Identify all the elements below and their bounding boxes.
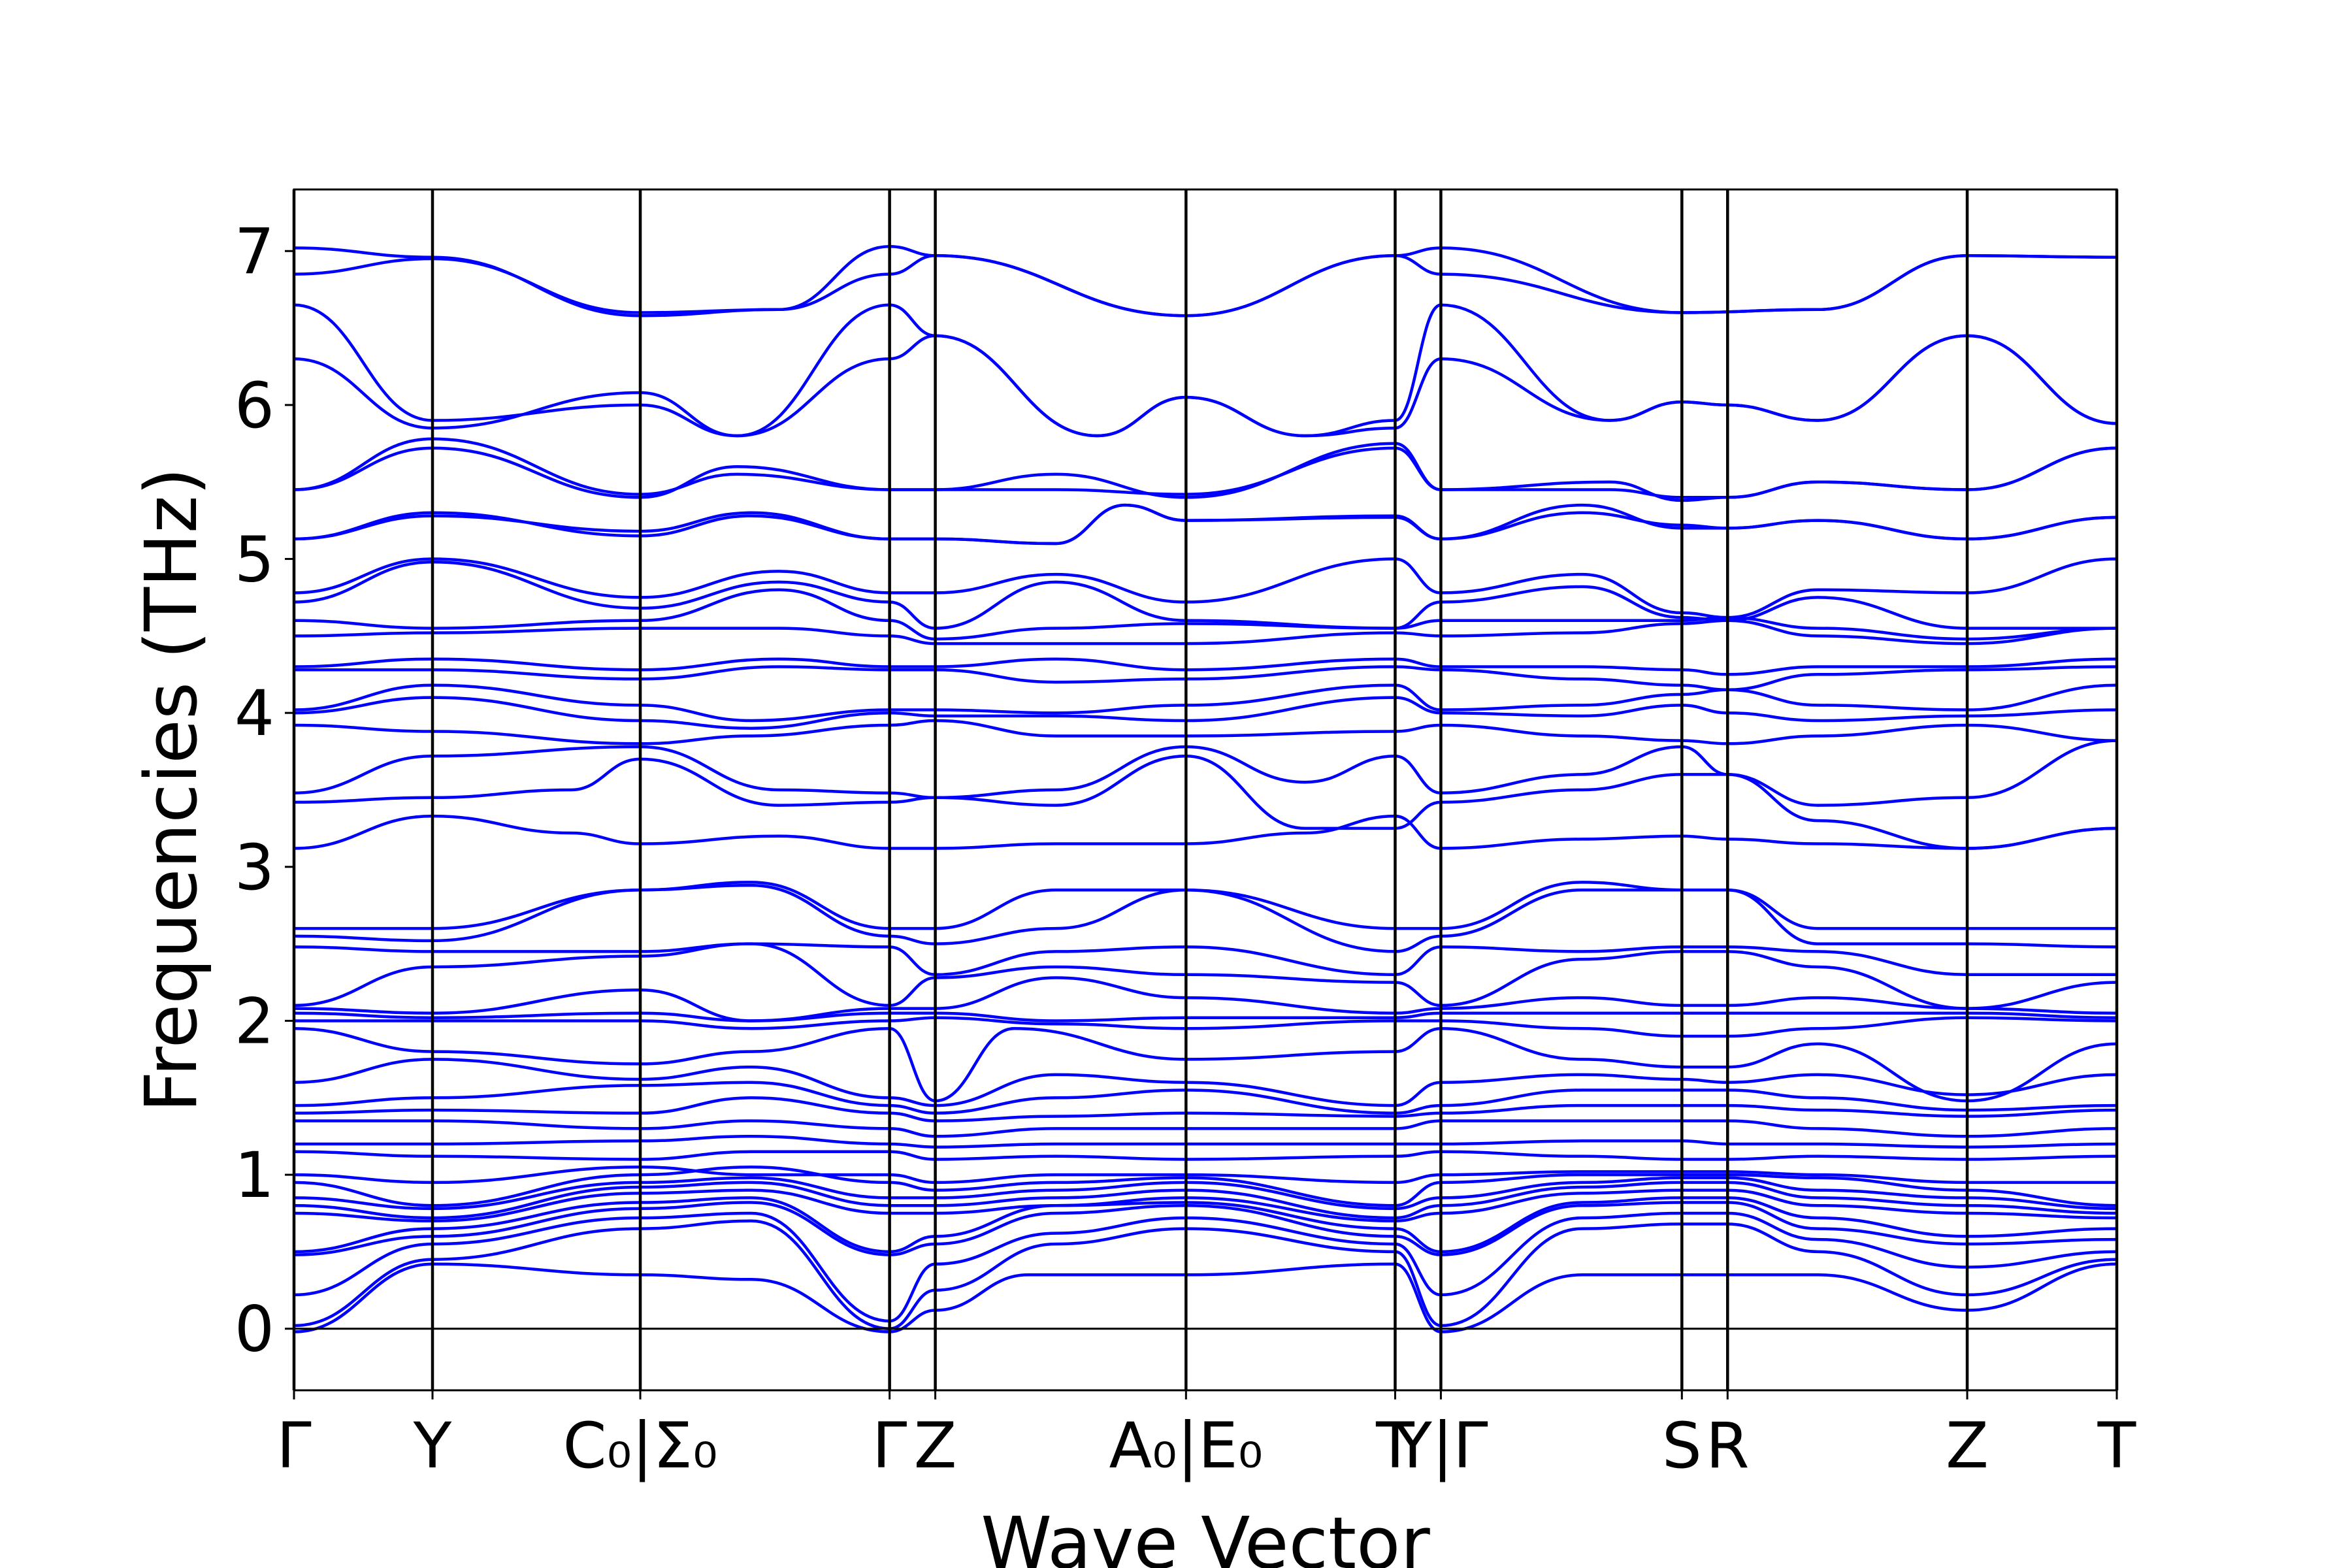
band-line-31 — [294, 1096, 2117, 1122]
band-line-17 — [294, 719, 2117, 745]
y-tick-label-4: 3 — [235, 831, 274, 904]
band-line-13 — [294, 657, 2117, 676]
band-line-19 — [294, 754, 2117, 850]
band-line-29 — [294, 1058, 2117, 1107]
y-tick-label-3: 2 — [235, 985, 274, 1058]
band-line-15 — [294, 683, 2117, 723]
x-tick-label-2: Y — [413, 1409, 452, 1482]
y-ticks-layer: 0 1 2 3 4 5 6 7 — [235, 215, 294, 1366]
x-tick-label-8: Y|Γ — [1393, 1409, 1488, 1483]
band-line-42 — [294, 1211, 2117, 1323]
band-line-11 — [294, 588, 2117, 641]
band-line-26 — [294, 1011, 2117, 1022]
y-tick-label-2: 1 — [235, 1139, 274, 1212]
band-line-36 — [294, 1166, 2117, 1207]
band-line-33 — [294, 1134, 2117, 1149]
x-axis-label: Wave Vector — [981, 1501, 1430, 1568]
band-line-43 — [294, 1219, 2117, 1330]
x-tick-label-4: Γ — [872, 1409, 907, 1482]
x-tick-label-10: R — [1706, 1409, 1750, 1482]
band-line-39 — [294, 1188, 2117, 1223]
x-tick-label-9: S — [1662, 1409, 1702, 1482]
band-line-2 — [294, 254, 2117, 318]
x-tick-label-5: Z — [914, 1409, 957, 1482]
band-line-34 — [294, 1150, 2117, 1161]
x-tick-label-11: Z — [1946, 1409, 1989, 1482]
plot-frame — [293, 188, 2118, 1392]
x-tick-label-7: T — [1375, 1409, 1414, 1482]
band-line-4 — [294, 334, 2117, 438]
y-axis-label: Frequencies (THz) — [129, 467, 213, 1112]
band-line-25 — [294, 976, 2117, 1022]
band-line-9 — [294, 557, 2117, 619]
band-line-32 — [294, 1119, 2117, 1138]
band-line-40 — [294, 1196, 2117, 1254]
y-tick-label-5: 4 — [235, 677, 274, 750]
band-line-27 — [294, 1016, 2117, 1038]
y-tick-label-1: 0 — [235, 1293, 274, 1366]
band-line-35 — [294, 1166, 2117, 1184]
band-line-18 — [294, 739, 2117, 807]
band-line-30 — [294, 1081, 2117, 1115]
y-tick-label-6: 5 — [235, 523, 274, 596]
band-line-41 — [294, 1201, 2117, 1256]
x-ticks-layer: Γ Y C₀|Σ₀ Γ Z A₀|E₀ TY|Γ S R Z T — [276, 1390, 2136, 1483]
band-line-22 — [294, 883, 2117, 953]
x-tick-label-3: C₀|Σ₀ — [563, 1409, 718, 1483]
band-line-38 — [294, 1181, 2117, 1220]
band-line-12 — [294, 619, 2117, 645]
y-tick-label-7: 6 — [235, 369, 274, 442]
band-line-16 — [294, 696, 2117, 730]
band-line-24 — [294, 942, 2117, 1010]
y-tick-label-8: 7 — [235, 215, 274, 288]
band-line-14 — [294, 665, 2117, 692]
x-tick-label-1: Γ — [276, 1409, 311, 1482]
x-tick-label-12: T — [2097, 1409, 2136, 1482]
band-line-20 — [294, 814, 2117, 850]
band-line-23 — [294, 942, 2117, 977]
band-line-10 — [294, 561, 2117, 630]
band-line-37 — [294, 1176, 2117, 1211]
band-line-28 — [294, 1026, 2117, 1103]
band-line-44 — [294, 1262, 2117, 1333]
x-tick-label-6: A₀|E₀ — [1109, 1409, 1263, 1483]
